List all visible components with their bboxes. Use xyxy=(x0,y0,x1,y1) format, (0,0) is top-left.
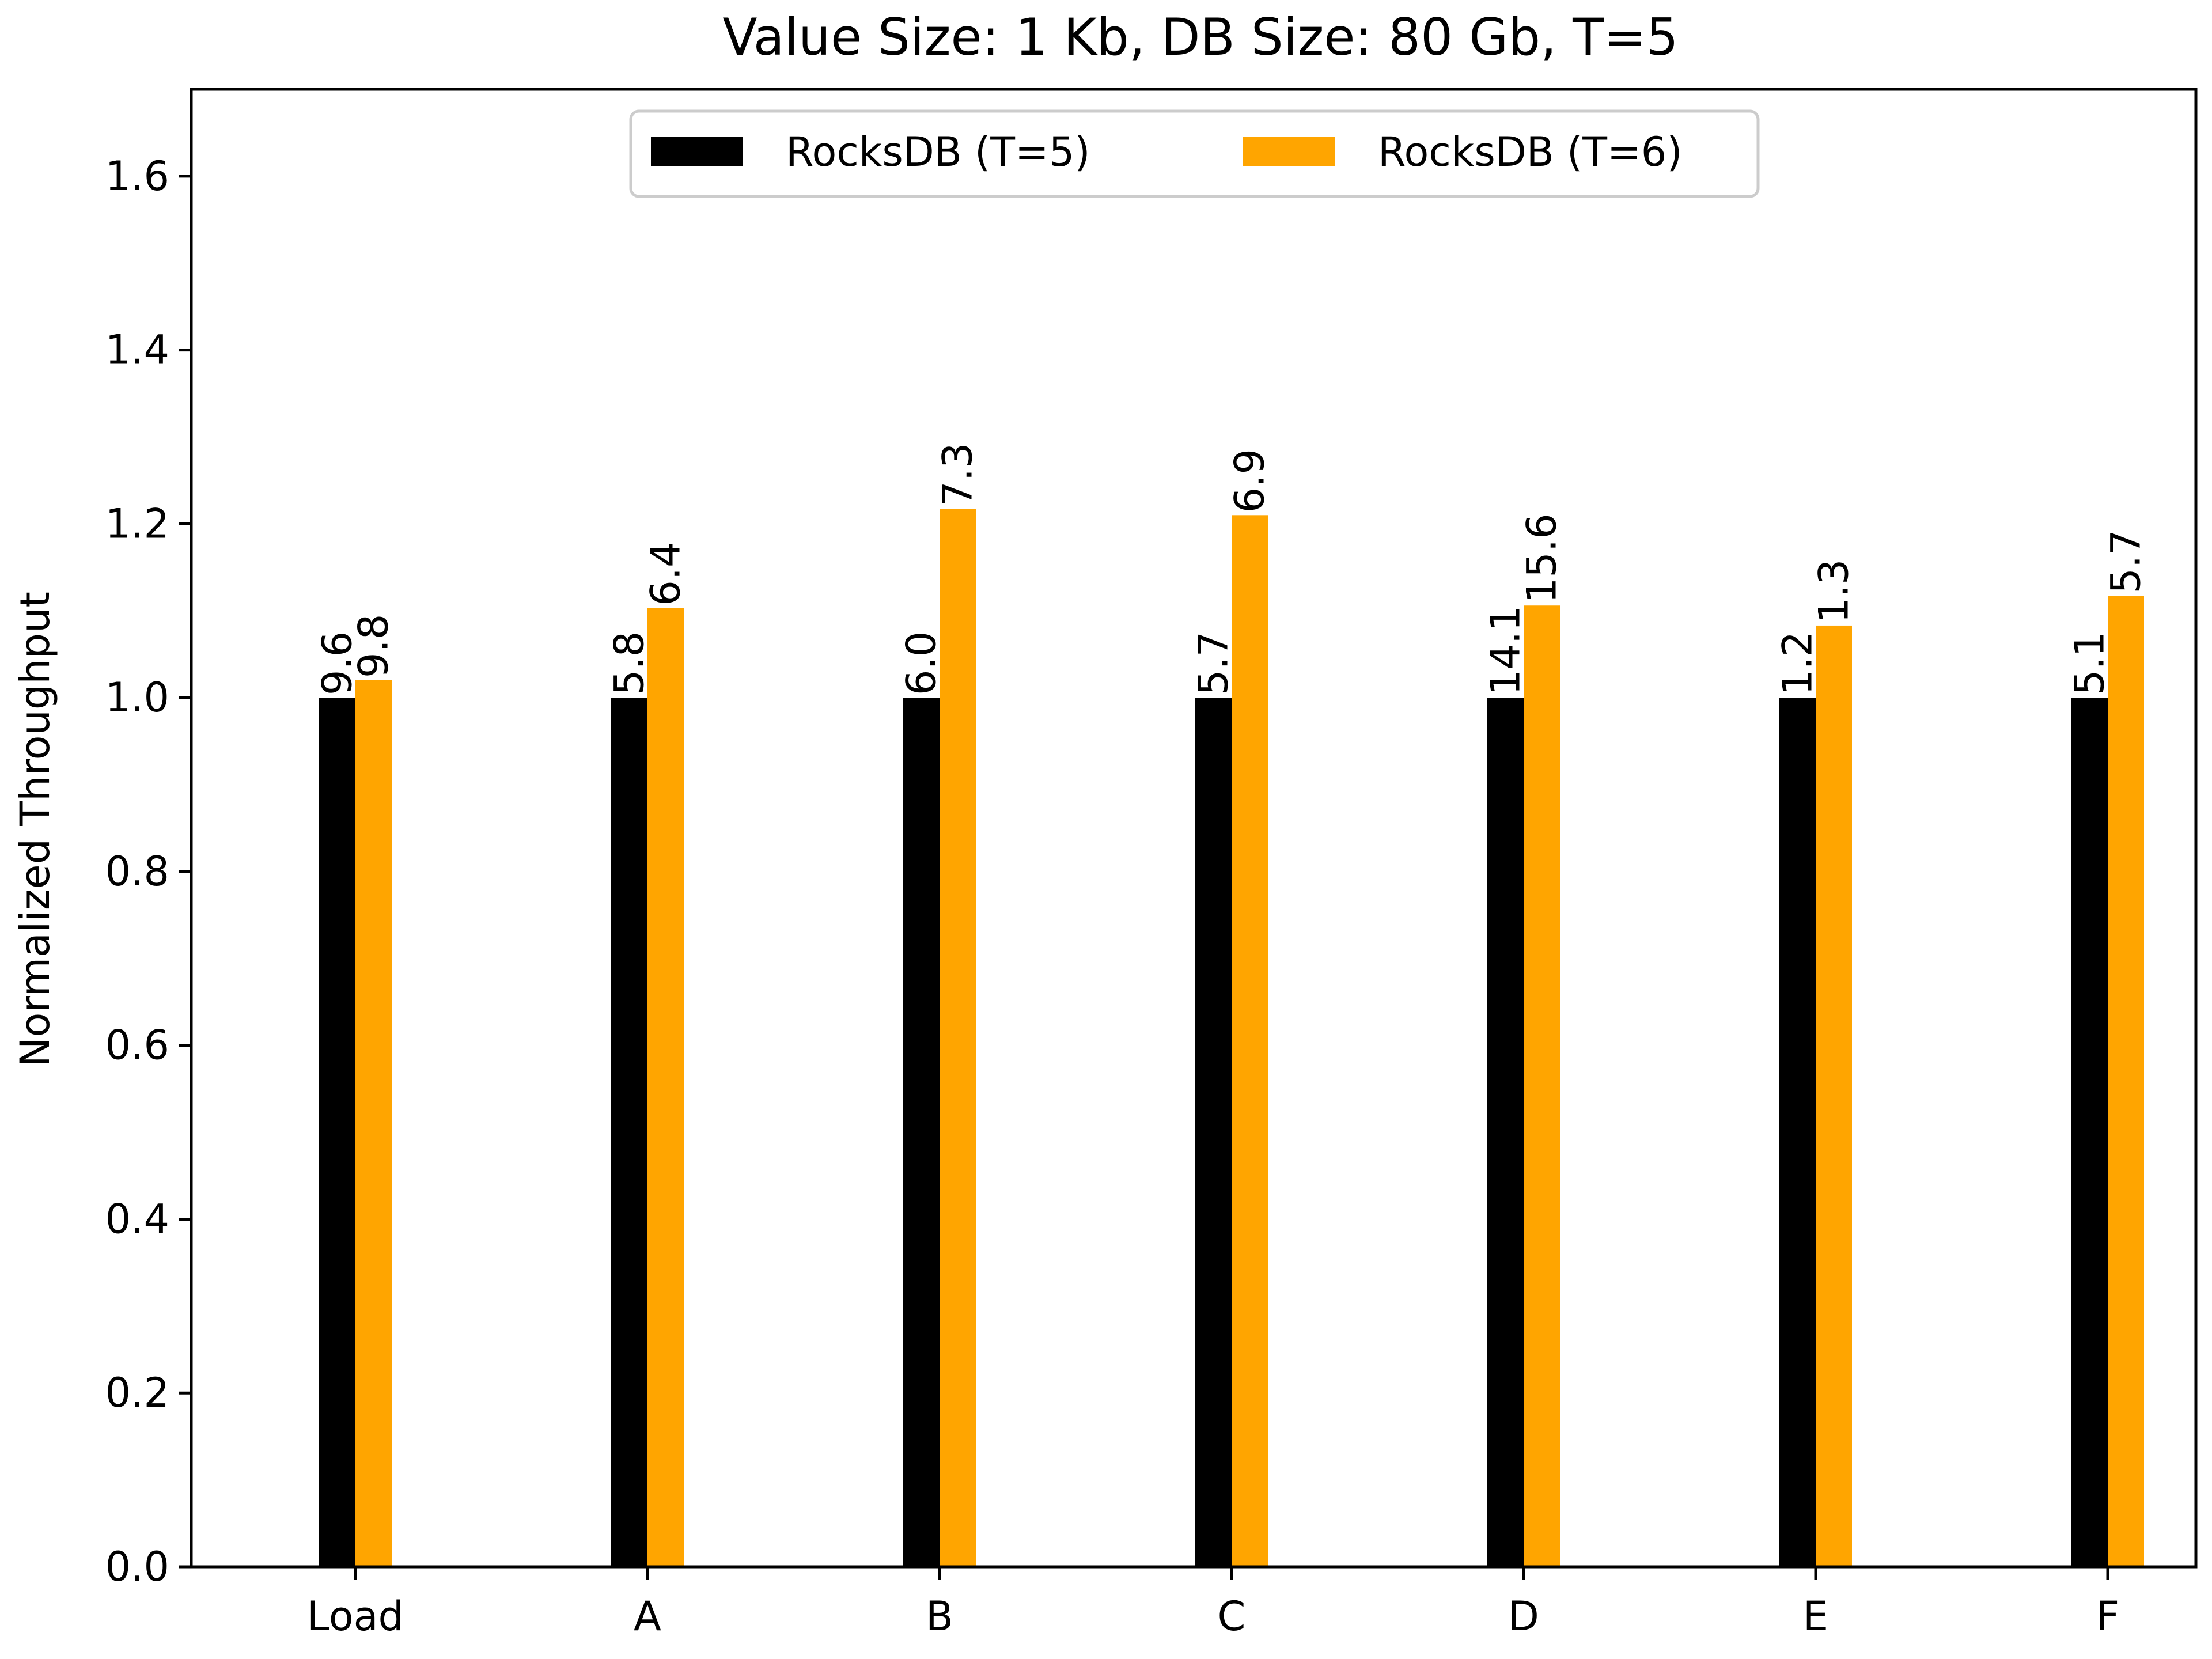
y-axis-label: Normalized Throughput xyxy=(12,592,59,1067)
legend-label: RocksDB (T=5) xyxy=(786,128,1090,176)
bar-series-2 xyxy=(647,608,684,1567)
bar-value-label: 5.7 xyxy=(2103,529,2150,593)
x-tick-label: E xyxy=(1803,1593,1828,1640)
bar-series-1 xyxy=(319,698,355,1567)
bars xyxy=(319,509,2144,1567)
bar-series-1 xyxy=(1779,698,1816,1567)
bar-series-2 xyxy=(1524,605,1560,1567)
bar-series-1 xyxy=(903,698,940,1567)
x-tick-label: C xyxy=(1218,1593,1246,1640)
bar-series-1 xyxy=(611,698,647,1567)
bar-value-label: 14.1 xyxy=(1482,605,1529,695)
bar-labels: 9.6 5.8 6.0 5.7 14.1 1.2 5.1 9.8 6.4 7.3 6.9 15.6 1.… xyxy=(314,442,2150,695)
y-tick-label: 0.8 xyxy=(105,848,169,895)
y-tick-label: 0.2 xyxy=(105,1369,169,1416)
bar-series-2 xyxy=(355,680,392,1567)
y-tick-label: 0.6 xyxy=(105,1022,169,1069)
legend-swatch xyxy=(1243,137,1335,166)
bar-value-label: 7.3 xyxy=(934,442,982,506)
bar-series-2 xyxy=(1816,625,1852,1567)
bar-value-label: 5.1 xyxy=(2066,631,2113,695)
legend-box xyxy=(629,109,1760,198)
bar-value-label: 6.4 xyxy=(642,541,690,605)
bar-value-label: 1.3 xyxy=(1810,559,1858,623)
legend-label: RocksDB (T=6) xyxy=(1378,128,1683,176)
bar-series-2 xyxy=(1232,515,1268,1567)
bar-series-1 xyxy=(2071,698,2108,1567)
x-axis-ticks: Load A B C D E F xyxy=(307,1567,2119,1640)
legend-swatch xyxy=(651,137,743,166)
y-tick-label: 1.2 xyxy=(105,500,169,547)
bar-series-2 xyxy=(2108,596,2144,1567)
x-tick-label: Load xyxy=(307,1593,404,1640)
x-tick-label: A xyxy=(634,1593,661,1640)
y-tick-label: 0.4 xyxy=(105,1195,169,1243)
chart-title: Value Size: 1 Kb, DB Size: 80 Gb, T=5 xyxy=(722,7,1678,67)
x-tick-label: B xyxy=(926,1593,953,1640)
bar-value-label: 6.9 xyxy=(1226,449,1274,513)
bar-value-label: 5.8 xyxy=(606,631,653,695)
y-tick-label: 1.6 xyxy=(105,153,169,200)
bar-series-2 xyxy=(940,509,976,1567)
bar-value-label: 15.6 xyxy=(1518,513,1566,603)
bar-series-1 xyxy=(1487,698,1524,1567)
y-tick-label: 1.4 xyxy=(105,327,169,374)
y-tick-label: 1.0 xyxy=(105,674,169,721)
y-tick-label: 0.0 xyxy=(105,1543,169,1590)
bar-value-label: 9.8 xyxy=(350,614,397,678)
x-tick-label: D xyxy=(1508,1593,1539,1640)
bar-value-label: 6.0 xyxy=(898,631,945,695)
x-tick-label: F xyxy=(2096,1593,2119,1640)
bar-value-label: 9.6 xyxy=(314,631,361,695)
legend: RocksDB (T=5) RocksDB (T=6) xyxy=(629,109,1760,198)
bar-series-1 xyxy=(1195,698,1232,1567)
bar-value-label: 1.2 xyxy=(1774,631,1821,695)
plot-frame xyxy=(190,88,2198,1569)
bar-value-label: 5.7 xyxy=(1190,631,1237,695)
y-axis-ticks: 0.0 0.2 0.4 0.6 0.8 1.0 1.2 1.4 1.6 xyxy=(105,153,191,1590)
